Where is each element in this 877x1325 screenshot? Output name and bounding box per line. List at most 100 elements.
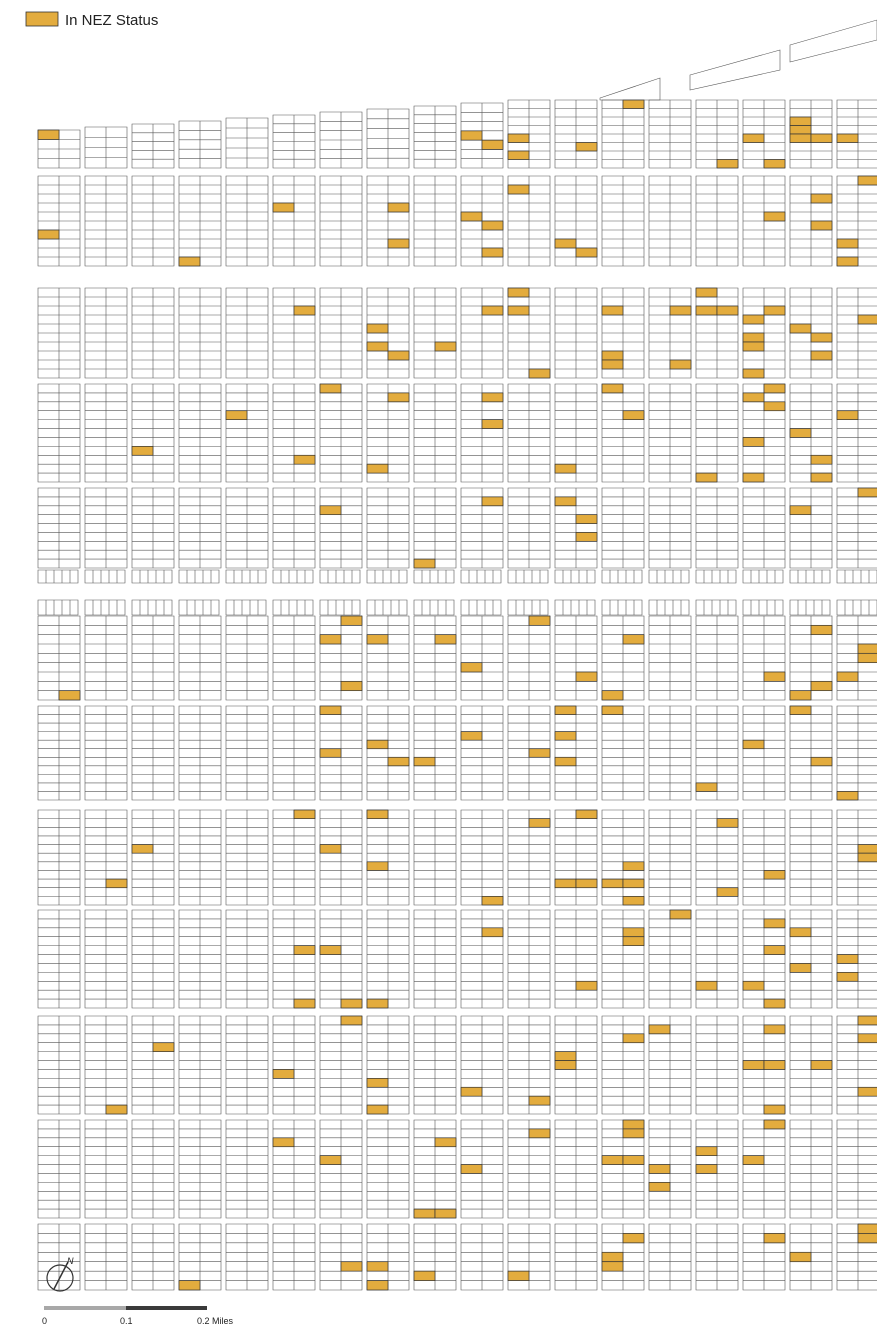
nez-parcel	[528, 368, 551, 379]
block	[601, 615, 645, 701]
block	[366, 1223, 410, 1291]
block	[37, 383, 81, 483]
nez-parcel	[716, 305, 739, 316]
block	[366, 487, 410, 569]
block	[178, 487, 222, 569]
nez-parcel	[601, 1155, 624, 1165]
nez-parcel	[669, 305, 692, 316]
block	[648, 487, 692, 569]
block	[84, 1015, 128, 1115]
block	[37, 809, 81, 906]
block	[601, 99, 645, 169]
block	[695, 487, 739, 569]
block	[131, 705, 175, 801]
nez-parcel	[789, 125, 812, 135]
block	[648, 1223, 692, 1291]
block	[272, 615, 316, 701]
block	[37, 1119, 81, 1219]
block	[131, 1223, 175, 1291]
block	[272, 1223, 316, 1291]
nez-parcel	[763, 401, 786, 412]
scale-label: 0.2 Miles	[197, 1316, 234, 1325]
nez-parcel	[622, 1128, 645, 1139]
strip-block	[413, 569, 455, 584]
nez-parcel	[507, 1270, 530, 1281]
nez-parcel	[622, 878, 645, 889]
nez-parcel	[763, 918, 786, 929]
nez-parcel	[648, 1024, 671, 1035]
nez-parcel	[622, 1119, 645, 1130]
nez-parcel	[742, 341, 765, 352]
block	[695, 175, 739, 267]
block	[413, 705, 457, 801]
nez-parcel	[272, 1137, 295, 1148]
nez-parcel	[742, 472, 765, 483]
nez-parcel	[742, 332, 765, 343]
block	[789, 1119, 833, 1219]
block	[601, 909, 645, 1009]
nez-parcel	[340, 1015, 363, 1026]
strip-block	[601, 569, 643, 584]
nez-parcel	[554, 463, 577, 474]
block	[225, 383, 269, 483]
nez-parcel	[763, 998, 786, 1009]
nez-parcel	[481, 220, 504, 231]
nez-parcel	[695, 1164, 718, 1174]
nez-parcel	[810, 680, 833, 692]
block	[319, 809, 363, 906]
nez-parcel	[763, 211, 786, 222]
block	[319, 487, 363, 569]
block	[37, 615, 81, 701]
block	[131, 383, 175, 483]
block	[178, 809, 222, 906]
nez-parcel	[319, 634, 342, 645]
block	[836, 287, 877, 379]
legend-swatch	[25, 11, 59, 27]
block	[84, 1223, 128, 1291]
block	[836, 175, 877, 267]
block	[131, 809, 175, 906]
svg-text:N: N	[67, 1256, 74, 1266]
block	[272, 909, 316, 1009]
nez-parcel	[857, 487, 877, 498]
block	[648, 705, 692, 801]
nez-parcel	[669, 359, 692, 370]
scale-label: 0.1	[120, 1316, 133, 1325]
block	[460, 705, 504, 801]
nez-parcel	[763, 1233, 786, 1244]
block	[836, 1015, 877, 1115]
nez-parcel	[601, 1251, 624, 1263]
nez-parcel	[554, 1051, 577, 1061]
block	[507, 287, 551, 379]
block	[131, 615, 175, 701]
nez-parcel	[319, 705, 342, 715]
nez-parcel	[528, 1095, 551, 1106]
block	[554, 909, 598, 1009]
nez-parcel	[507, 184, 530, 195]
nez-parcel	[810, 756, 833, 767]
block	[695, 615, 739, 701]
nez-parcel	[319, 505, 342, 516]
nez-parcel	[460, 1164, 483, 1174]
parcels	[37, 19, 877, 1291]
block	[272, 1015, 316, 1115]
nez-parcel	[507, 287, 530, 298]
nez-parcel	[387, 392, 410, 403]
block	[648, 383, 692, 483]
nez-parcel	[763, 1024, 786, 1035]
block	[648, 99, 692, 169]
block	[84, 1119, 128, 1219]
block	[84, 705, 128, 801]
nez-parcel	[648, 1164, 671, 1174]
block	[554, 705, 598, 801]
block	[695, 383, 739, 483]
nez-parcel	[366, 1261, 389, 1272]
nez-parcel	[648, 1182, 671, 1192]
block	[366, 108, 410, 169]
block	[84, 126, 128, 169]
strip-block	[836, 569, 877, 584]
nez-parcel	[575, 514, 598, 524]
strip-block	[37, 569, 79, 584]
block	[319, 383, 363, 483]
block	[131, 1015, 175, 1115]
